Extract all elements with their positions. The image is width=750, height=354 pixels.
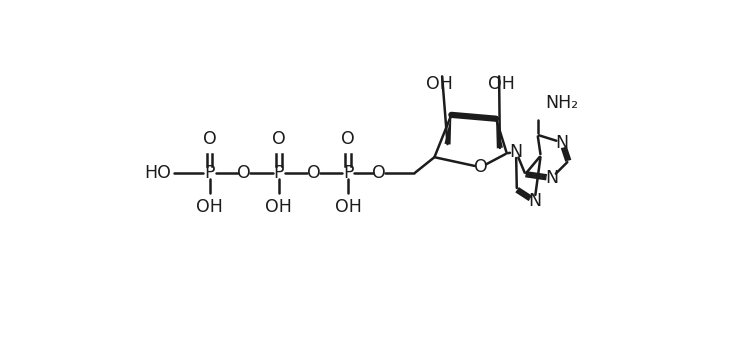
Polygon shape (445, 115, 452, 144)
Text: O: O (202, 130, 217, 148)
Text: N: N (556, 133, 568, 152)
Text: OH: OH (196, 198, 223, 216)
Text: OH: OH (427, 75, 453, 93)
Text: OH: OH (334, 198, 362, 216)
Text: OH: OH (488, 75, 514, 93)
Text: HO: HO (144, 164, 171, 182)
Text: N: N (528, 192, 541, 210)
Text: NH₂: NH₂ (545, 93, 578, 112)
Text: O: O (372, 164, 386, 182)
Text: P: P (204, 164, 214, 182)
Text: O: O (237, 164, 251, 182)
Polygon shape (496, 119, 503, 148)
Text: P: P (274, 164, 284, 182)
Text: O: O (307, 164, 320, 182)
Text: O: O (341, 130, 355, 148)
Text: O: O (272, 130, 286, 148)
Text: P: P (343, 164, 353, 182)
Text: O: O (474, 158, 488, 176)
Text: N: N (545, 169, 558, 187)
Text: N: N (509, 143, 523, 161)
Text: OH: OH (266, 198, 292, 216)
